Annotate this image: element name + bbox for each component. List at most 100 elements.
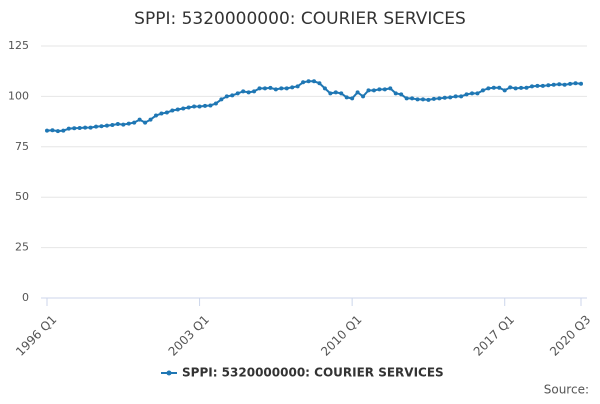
point <box>94 124 99 129</box>
point <box>137 117 142 122</box>
point <box>475 91 480 96</box>
legend-label: SPPI: 5320000000: COURIER SERVICES <box>182 366 444 380</box>
point <box>290 85 295 90</box>
point <box>540 83 545 88</box>
y-tick-label: 25 <box>15 241 29 254</box>
point <box>143 120 148 125</box>
point <box>377 87 382 92</box>
point <box>132 120 137 125</box>
point <box>181 106 186 111</box>
point <box>66 126 71 131</box>
point <box>45 128 49 133</box>
point <box>426 97 431 102</box>
point <box>491 85 496 90</box>
point <box>273 87 278 92</box>
x-tick-label: 1996 Q1 <box>13 312 59 358</box>
legend-marker <box>166 370 172 376</box>
point <box>513 86 518 91</box>
point <box>186 105 191 110</box>
point <box>420 97 425 102</box>
point <box>333 90 338 95</box>
point <box>519 85 524 90</box>
point <box>339 91 344 96</box>
point <box>371 88 376 93</box>
point <box>219 97 224 102</box>
point <box>508 85 513 90</box>
point <box>535 83 540 88</box>
point <box>153 113 158 118</box>
point <box>83 125 88 130</box>
point <box>50 128 55 133</box>
point <box>148 117 153 122</box>
point <box>230 93 235 98</box>
point <box>99 124 104 129</box>
x-tick-label: 2003 Q1 <box>166 312 212 358</box>
point <box>295 84 300 89</box>
point <box>197 104 202 109</box>
point <box>257 86 262 91</box>
point <box>480 88 485 93</box>
point <box>502 88 507 93</box>
point <box>279 86 284 91</box>
point <box>459 94 464 99</box>
y-tick-label: 75 <box>15 140 29 153</box>
point <box>568 81 573 86</box>
point <box>306 79 311 84</box>
point <box>361 94 366 99</box>
point <box>557 82 562 87</box>
point <box>121 122 126 127</box>
point <box>388 86 393 91</box>
point <box>61 128 66 133</box>
point <box>579 81 583 86</box>
point <box>170 108 175 113</box>
point <box>415 97 420 102</box>
point <box>301 80 306 85</box>
point <box>562 82 567 87</box>
point <box>470 91 475 96</box>
source: Source: <box>544 383 589 397</box>
point <box>350 96 355 101</box>
point <box>159 111 164 116</box>
point <box>252 89 257 94</box>
point <box>529 84 534 89</box>
point <box>404 96 409 101</box>
point <box>344 95 349 100</box>
point <box>312 79 316 84</box>
point <box>322 86 327 91</box>
point <box>524 85 529 90</box>
point <box>224 94 229 99</box>
point <box>268 85 273 90</box>
point <box>88 125 93 130</box>
point <box>213 101 218 106</box>
point <box>104 123 109 128</box>
point <box>453 94 458 99</box>
point <box>366 88 371 93</box>
point <box>72 126 77 131</box>
point <box>442 95 447 100</box>
point <box>410 96 415 101</box>
point <box>399 92 404 97</box>
point <box>393 91 398 96</box>
point <box>241 89 246 94</box>
x-tick-label: 2017 Q1 <box>471 312 517 358</box>
y-tick-label: 125 <box>8 39 29 52</box>
y-tick-label: 100 <box>8 89 29 102</box>
point <box>497 85 502 90</box>
point <box>551 82 556 87</box>
point <box>328 91 333 96</box>
chart-title: SPPI: 5320000000: COURIER SERVICES <box>134 9 466 29</box>
point <box>262 86 267 91</box>
x-tick-label: 2020 Q3 <box>547 312 593 358</box>
point <box>284 86 289 91</box>
point <box>431 96 436 101</box>
y-tick-label: 0 <box>22 291 29 304</box>
point <box>448 95 453 100</box>
point <box>164 110 169 115</box>
point <box>382 87 387 92</box>
point <box>126 121 131 126</box>
y-tick-label: 50 <box>15 190 29 203</box>
point <box>235 91 240 96</box>
point <box>77 126 82 131</box>
point <box>486 86 491 91</box>
